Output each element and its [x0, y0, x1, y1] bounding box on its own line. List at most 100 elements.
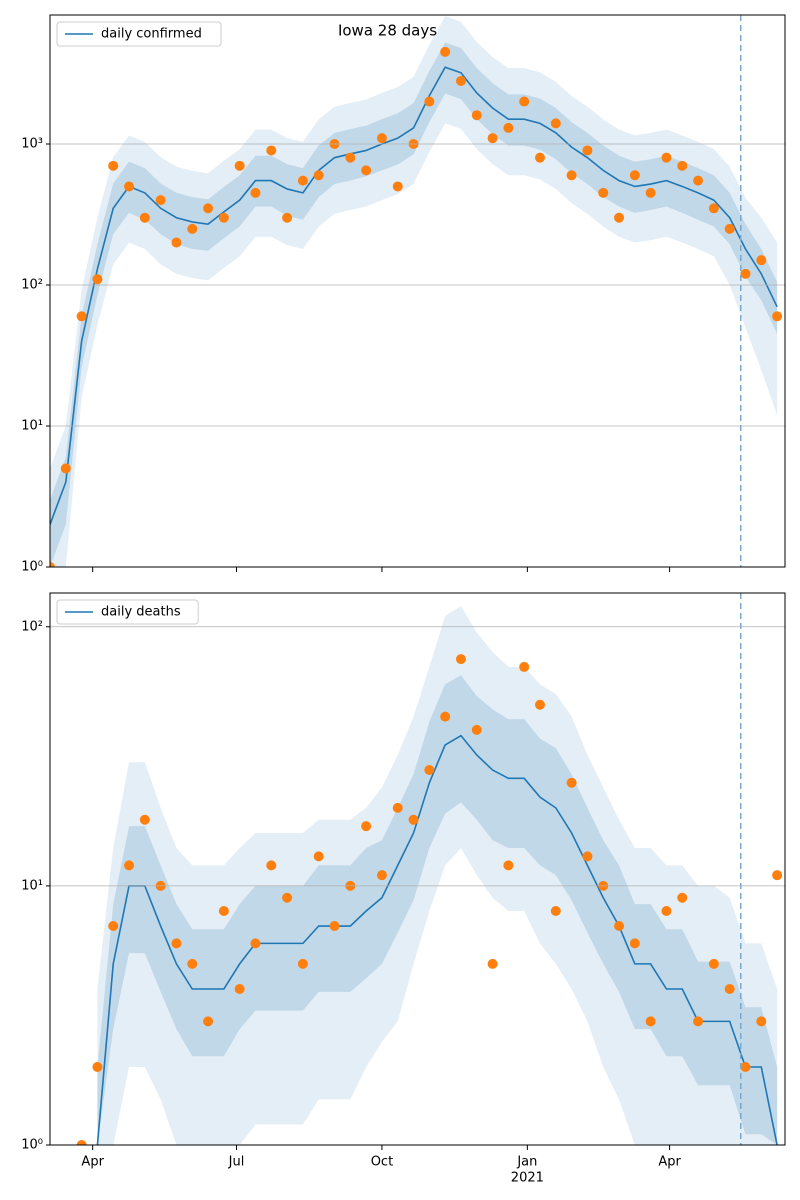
observed-dot [582, 145, 593, 156]
observed-dot [535, 152, 545, 163]
observed-dot [266, 860, 277, 871]
panel: 10⁰ 10¹ 10² 10³ Iowa 28 days daily confirmed [21, 14, 786, 575]
observed-dot [661, 905, 672, 916]
observed-dot [724, 223, 735, 234]
observed-dot [313, 170, 324, 181]
observed-dot [424, 96, 435, 107]
x-year-label: 2021 [511, 1171, 544, 1186]
observed-dot [471, 110, 482, 121]
observed-dot [645, 187, 656, 198]
observed-dot [282, 892, 293, 903]
legend-box [56, 21, 222, 47]
observed-dot [629, 170, 640, 181]
observed-dot [139, 814, 150, 825]
observed-dot [313, 851, 324, 862]
observed-dot [503, 122, 514, 133]
observed-dot [124, 860, 135, 871]
x-tick-label: Oct [371, 1155, 393, 1170]
observed-dot [503, 860, 514, 871]
legend-label: daily confirmed [101, 27, 202, 42]
observed-dot [376, 870, 387, 881]
y-tick-label: 10⁰ [21, 1138, 43, 1153]
legend: daily confirmed [56, 21, 222, 47]
observed-dot [614, 212, 625, 223]
observed-dot [424, 765, 435, 776]
observed-dot [645, 1016, 656, 1027]
band [97, 675, 778, 1145]
observed-dot [187, 958, 198, 969]
legend-box [56, 599, 199, 625]
x-tick-label: Apr [658, 1155, 681, 1170]
observed-dot [297, 958, 308, 969]
observed-dot [408, 814, 419, 825]
observed-dot [218, 212, 229, 223]
legend: daily deaths [56, 599, 199, 625]
observed-dot [203, 203, 214, 214]
observed-dot [361, 165, 372, 176]
observed-dot [724, 983, 735, 994]
band [97, 606, 778, 1145]
x-tick-label: Jul [228, 1155, 245, 1170]
observed-dot [124, 181, 135, 192]
observed-dot [171, 938, 182, 949]
x-tick-label: Apr [81, 1155, 104, 1170]
observed-dot [76, 1140, 87, 1145]
observed-dot [693, 175, 704, 186]
observed-dot [471, 724, 482, 735]
observed-dot [187, 223, 198, 234]
observed-dot [566, 170, 577, 181]
observed-dot [756, 255, 767, 266]
observed-dot [108, 160, 119, 171]
y-tick-label: 10¹ [21, 878, 43, 893]
observed-dot [392, 802, 403, 813]
observed-dot [60, 463, 71, 474]
chart-title: Iowa 28 days [338, 22, 437, 40]
observed-dot [614, 921, 625, 932]
observed-dot [376, 133, 387, 144]
observed-dot [661, 152, 672, 163]
observed-dot [345, 152, 356, 163]
observed-dot [708, 203, 719, 214]
observed-dot [392, 181, 403, 192]
observed-dot [550, 118, 561, 129]
observed-dot [234, 160, 245, 171]
observed-dot [234, 983, 245, 994]
observed-dot [740, 1061, 751, 1072]
observed-dot [297, 175, 308, 186]
observed-dot [535, 699, 545, 710]
observed-dot [171, 237, 182, 248]
panel: 10⁰ 10¹ 10² Apr Jul Oct Jan Apr 2021 daily deaths [21, 592, 786, 1186]
observed-dot [455, 75, 466, 86]
observed-dot [440, 711, 451, 722]
observed-dot [108, 921, 119, 932]
observed-dot [629, 938, 640, 949]
series-line [50, 66, 778, 525]
observed-dot [677, 160, 688, 171]
plot-area [76, 606, 783, 1145]
observed-dot [266, 145, 277, 156]
series-line [96, 734, 778, 1145]
observed-dot [487, 958, 498, 969]
observed-dot [329, 921, 340, 932]
axes-frame [49, 14, 786, 568]
observed-dot [92, 274, 103, 285]
observed-dot [519, 661, 530, 672]
observed-dot [708, 958, 719, 969]
x-tick-label: Jan [516, 1155, 537, 1170]
axes-frame [49, 592, 786, 1146]
observed-dot [155, 195, 166, 206]
observed-dot [677, 892, 688, 903]
observed-dot [772, 311, 783, 322]
band [50, 16, 778, 567]
observed-dot [455, 654, 466, 665]
y-tick-label: 10⁰ [21, 560, 43, 575]
observed-dot [218, 905, 229, 916]
observed-dot [693, 1016, 704, 1027]
observed-dot [772, 870, 783, 881]
observed-dot [487, 133, 498, 144]
plot-area [50, 16, 783, 567]
y-tick-label: 10² [21, 277, 43, 292]
observed-dot [550, 905, 561, 916]
observed-dot [50, 562, 55, 567]
